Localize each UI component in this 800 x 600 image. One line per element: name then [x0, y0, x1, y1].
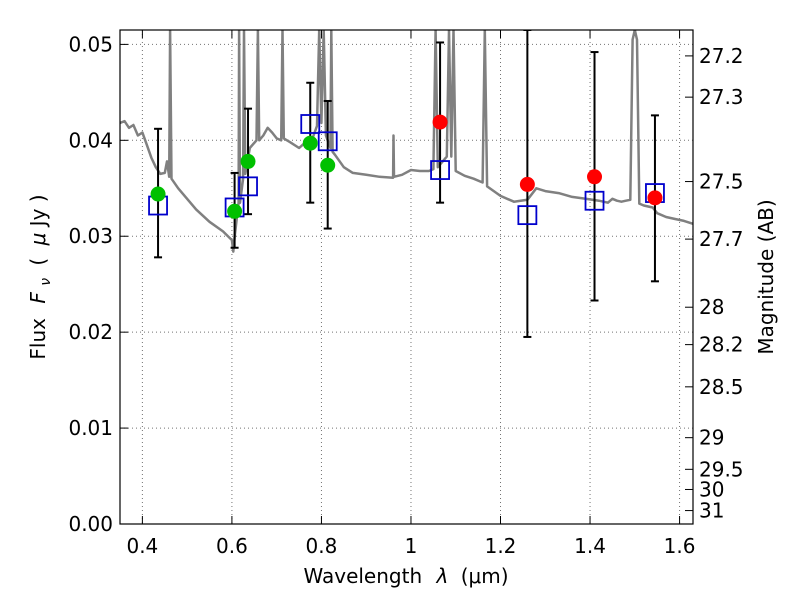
data-points	[150, 114, 663, 219]
y2-tick-label: 27.2	[699, 44, 744, 68]
data-point	[519, 176, 535, 192]
y-axis-label-paren: (	[26, 258, 50, 266]
y-axis-label: Flux F ν ( μ Jy )	[26, 194, 55, 359]
y-tick-label: 0.05	[68, 32, 113, 56]
y-tick-label: 0.01	[68, 416, 113, 440]
model-square	[517, 205, 538, 226]
y2-tick-label: 30	[699, 477, 724, 501]
y2-tick-label: 28	[699, 295, 724, 319]
x-axis-label: Wavelength λ (μm)	[303, 564, 508, 588]
x-tick-label: 1.6	[664, 534, 696, 558]
y-axis-label-symbol: F	[26, 292, 50, 304]
ticks	[120, 30, 693, 525]
y2-tick-label: 29	[699, 426, 724, 450]
data-point	[227, 203, 243, 219]
plot-frame	[119, 29, 694, 525]
model-square	[430, 160, 450, 180]
y-tick-label: 0.03	[68, 224, 113, 248]
x-tick-label: 1.4	[574, 534, 606, 558]
data-point	[647, 190, 663, 206]
data-point	[432, 114, 448, 130]
x-tick-label: 1	[405, 534, 418, 558]
y-axis-label-mu: μ	[26, 233, 50, 247]
y2-tick-label: 28.2	[699, 333, 744, 357]
x-axis-label-text: Wavelength	[303, 564, 422, 588]
y2-tick-label: 29.5	[699, 457, 744, 481]
error-bars	[154, 30, 659, 338]
x-tick-label: 1.2	[485, 534, 517, 558]
y2-tick-label: 27.3	[699, 85, 744, 109]
x-tick-label: 0.8	[306, 534, 338, 558]
x-tick-label: 0.4	[126, 534, 158, 558]
y2-tick-label: 31	[699, 499, 724, 523]
data-point	[240, 153, 256, 169]
model-squares	[148, 114, 665, 226]
x-tick-label: 0.6	[216, 534, 248, 558]
y-tick-label: 0.02	[68, 320, 113, 344]
data-point	[150, 186, 166, 202]
y2-tick-label: 27.7	[699, 227, 744, 251]
x-axis-label-lambda: λ	[436, 564, 449, 588]
model-square	[317, 131, 338, 152]
x-axis-label-unit: (μm)	[461, 564, 509, 588]
sed-curve-layer	[120, 30, 693, 253]
y2-axis-label: Magnitude (AB)	[754, 199, 778, 354]
y-axis-label-subscript: ν	[38, 278, 54, 286]
model-square	[238, 176, 258, 197]
model-square	[300, 114, 321, 134]
grid	[120, 30, 693, 525]
y2-tick-label: 28.5	[699, 375, 744, 399]
y-tick-label: 0.04	[68, 128, 113, 152]
model-square	[584, 190, 605, 211]
y2-tick-label: 27.5	[699, 170, 744, 194]
data-point	[320, 157, 336, 173]
data-point	[587, 169, 603, 185]
y-axis-label-unit: Jy )	[26, 194, 50, 228]
y-tick-label: 0.00	[68, 512, 113, 536]
sed-model-curve	[120, 30, 693, 253]
data-point	[302, 135, 318, 151]
y-axis-label-text: Flux	[26, 318, 50, 360]
tick-labels: 0.4 0.6 0.8 1 1.2 1.4 1.6 0.00 0.01 0.02 0.03 0.04 0…	[68, 32, 743, 558]
